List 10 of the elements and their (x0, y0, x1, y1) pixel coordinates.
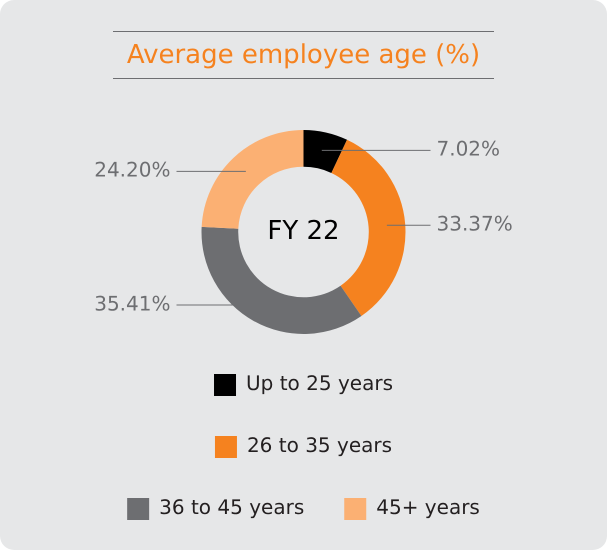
data-label: 35.41% (94, 291, 170, 316)
text: FY 22 (267, 216, 340, 246)
legend-label: Up to 25 years (246, 371, 393, 396)
data-label: 24.20% (94, 158, 170, 182)
data-label: 33.37% (436, 211, 513, 236)
data-label: 7.02% (436, 136, 500, 161)
legend-label: 26 to 35 years (246, 433, 392, 458)
legend-label: 36 to 45 years (159, 495, 304, 520)
legend-label: 45+ years (376, 495, 480, 520)
chart-title: Average employee age (%) (112, 31, 494, 79)
